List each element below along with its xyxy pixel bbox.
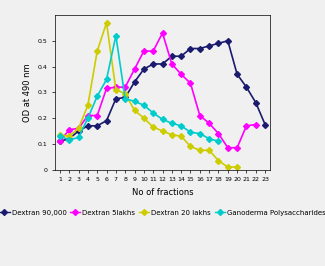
Dextran 90,000 bbox=[67, 137, 71, 140]
Dextran 90,000 bbox=[216, 42, 220, 45]
Dextran 5lakhs bbox=[95, 114, 99, 117]
Dextran 5lakhs bbox=[142, 49, 146, 53]
Dextran 5lakhs bbox=[86, 114, 90, 117]
Dextran 5lakhs bbox=[114, 86, 118, 89]
Dextran 90,000 bbox=[133, 80, 136, 84]
Dextran 90,000 bbox=[151, 62, 155, 65]
Dextran 20 lakhs bbox=[95, 49, 99, 53]
Ganoderma Polysaccharides bbox=[86, 117, 90, 120]
Dextran 20 lakhs bbox=[133, 109, 136, 112]
Dextran 20 lakhs bbox=[58, 133, 62, 136]
Ganoderma Polysaccharides bbox=[198, 132, 202, 135]
Line: Dextran 90,000: Dextran 90,000 bbox=[58, 39, 267, 143]
Dextran 90,000 bbox=[142, 68, 146, 71]
Dextran 90,000 bbox=[170, 55, 174, 58]
Ganoderma Polysaccharides bbox=[77, 136, 81, 139]
Dextran 90,000 bbox=[244, 86, 248, 89]
Ganoderma Polysaccharides bbox=[95, 95, 99, 98]
Dextran 5lakhs bbox=[133, 68, 136, 71]
Dextran 5lakhs bbox=[123, 86, 127, 89]
Dextran 5lakhs bbox=[226, 146, 230, 149]
Y-axis label: OD at 490 nm: OD at 490 nm bbox=[23, 63, 32, 122]
Ganoderma Polysaccharides bbox=[216, 140, 220, 143]
Dextran 20 lakhs bbox=[179, 135, 183, 138]
Dextran 90,000 bbox=[207, 44, 211, 48]
Dextran 90,000 bbox=[86, 124, 90, 127]
Dextran 90,000 bbox=[105, 119, 109, 122]
Ganoderma Polysaccharides bbox=[105, 78, 109, 81]
Dextran 5lakhs bbox=[161, 31, 164, 35]
Ganoderma Polysaccharides bbox=[188, 131, 192, 134]
Dextran 20 lakhs bbox=[86, 103, 90, 107]
Dextran 90,000 bbox=[123, 96, 127, 99]
Dextran 20 lakhs bbox=[198, 149, 202, 152]
Dextran 20 lakhs bbox=[216, 159, 220, 162]
Dextran 90,000 bbox=[188, 47, 192, 50]
Dextran 5lakhs bbox=[77, 127, 81, 130]
Ganoderma Polysaccharides bbox=[58, 135, 62, 138]
Dextran 90,000 bbox=[58, 140, 62, 143]
Line: Ganoderma Polysaccharides: Ganoderma Polysaccharides bbox=[58, 34, 221, 143]
Dextran 5lakhs bbox=[216, 132, 220, 135]
Dextran 5lakhs bbox=[58, 140, 62, 143]
Dextran 90,000 bbox=[95, 124, 99, 127]
Dextran 90,000 bbox=[263, 123, 267, 126]
Ganoderma Polysaccharides bbox=[207, 137, 211, 140]
Ganoderma Polysaccharides bbox=[170, 122, 174, 125]
Dextran 90,000 bbox=[235, 73, 239, 76]
Dextran 5lakhs bbox=[179, 73, 183, 76]
Legend: Dextran 90,000, Dextran 5lakhs, Dextran 20 lakhs, Ganoderma Polysaccharides: Dextran 90,000, Dextran 5lakhs, Dextran … bbox=[0, 207, 325, 219]
Dextran 5lakhs bbox=[105, 87, 109, 90]
Dextran 5lakhs bbox=[207, 122, 211, 125]
Line: Dextran 5lakhs: Dextran 5lakhs bbox=[58, 31, 258, 150]
Dextran 90,000 bbox=[179, 55, 183, 58]
Dextran 5lakhs bbox=[151, 49, 155, 53]
Dextran 5lakhs bbox=[198, 114, 202, 117]
Dextran 20 lakhs bbox=[151, 126, 155, 129]
Dextran 90,000 bbox=[198, 47, 202, 50]
Dextran 20 lakhs bbox=[226, 165, 230, 169]
Ganoderma Polysaccharides bbox=[151, 111, 155, 115]
Dextran 5lakhs bbox=[244, 124, 248, 127]
Line: Dextran 20 lakhs: Dextran 20 lakhs bbox=[58, 21, 239, 169]
Dextran 90,000 bbox=[114, 97, 118, 100]
Ganoderma Polysaccharides bbox=[123, 97, 127, 100]
Dextran 5lakhs bbox=[254, 123, 258, 126]
Dextran 90,000 bbox=[226, 39, 230, 42]
Ganoderma Polysaccharides bbox=[114, 34, 118, 37]
Dextran 20 lakhs bbox=[105, 21, 109, 24]
Dextran 20 lakhs bbox=[123, 92, 127, 95]
Ganoderma Polysaccharides bbox=[142, 103, 146, 107]
Ganoderma Polysaccharides bbox=[161, 118, 164, 121]
Dextran 90,000 bbox=[254, 101, 258, 104]
Ganoderma Polysaccharides bbox=[133, 100, 136, 103]
Dextran 90,000 bbox=[161, 62, 164, 65]
Ganoderma Polysaccharides bbox=[179, 124, 183, 127]
Dextran 20 lakhs bbox=[114, 88, 118, 91]
Dextran 20 lakhs bbox=[67, 135, 71, 138]
Dextran 20 lakhs bbox=[207, 149, 211, 152]
Dextran 5lakhs bbox=[67, 128, 71, 131]
X-axis label: No of fractions: No of fractions bbox=[132, 188, 193, 197]
Dextran 20 lakhs bbox=[235, 165, 239, 169]
Dextran 5lakhs bbox=[188, 82, 192, 85]
Dextran 20 lakhs bbox=[77, 127, 81, 130]
Dextran 5lakhs bbox=[170, 62, 174, 65]
Dextran 20 lakhs bbox=[161, 129, 164, 132]
Dextran 20 lakhs bbox=[170, 133, 174, 136]
Dextran 5lakhs bbox=[235, 146, 239, 149]
Dextran 20 lakhs bbox=[188, 145, 192, 148]
Dextran 20 lakhs bbox=[142, 117, 146, 120]
Ganoderma Polysaccharides bbox=[67, 138, 71, 142]
Dextran 90,000 bbox=[77, 129, 81, 132]
